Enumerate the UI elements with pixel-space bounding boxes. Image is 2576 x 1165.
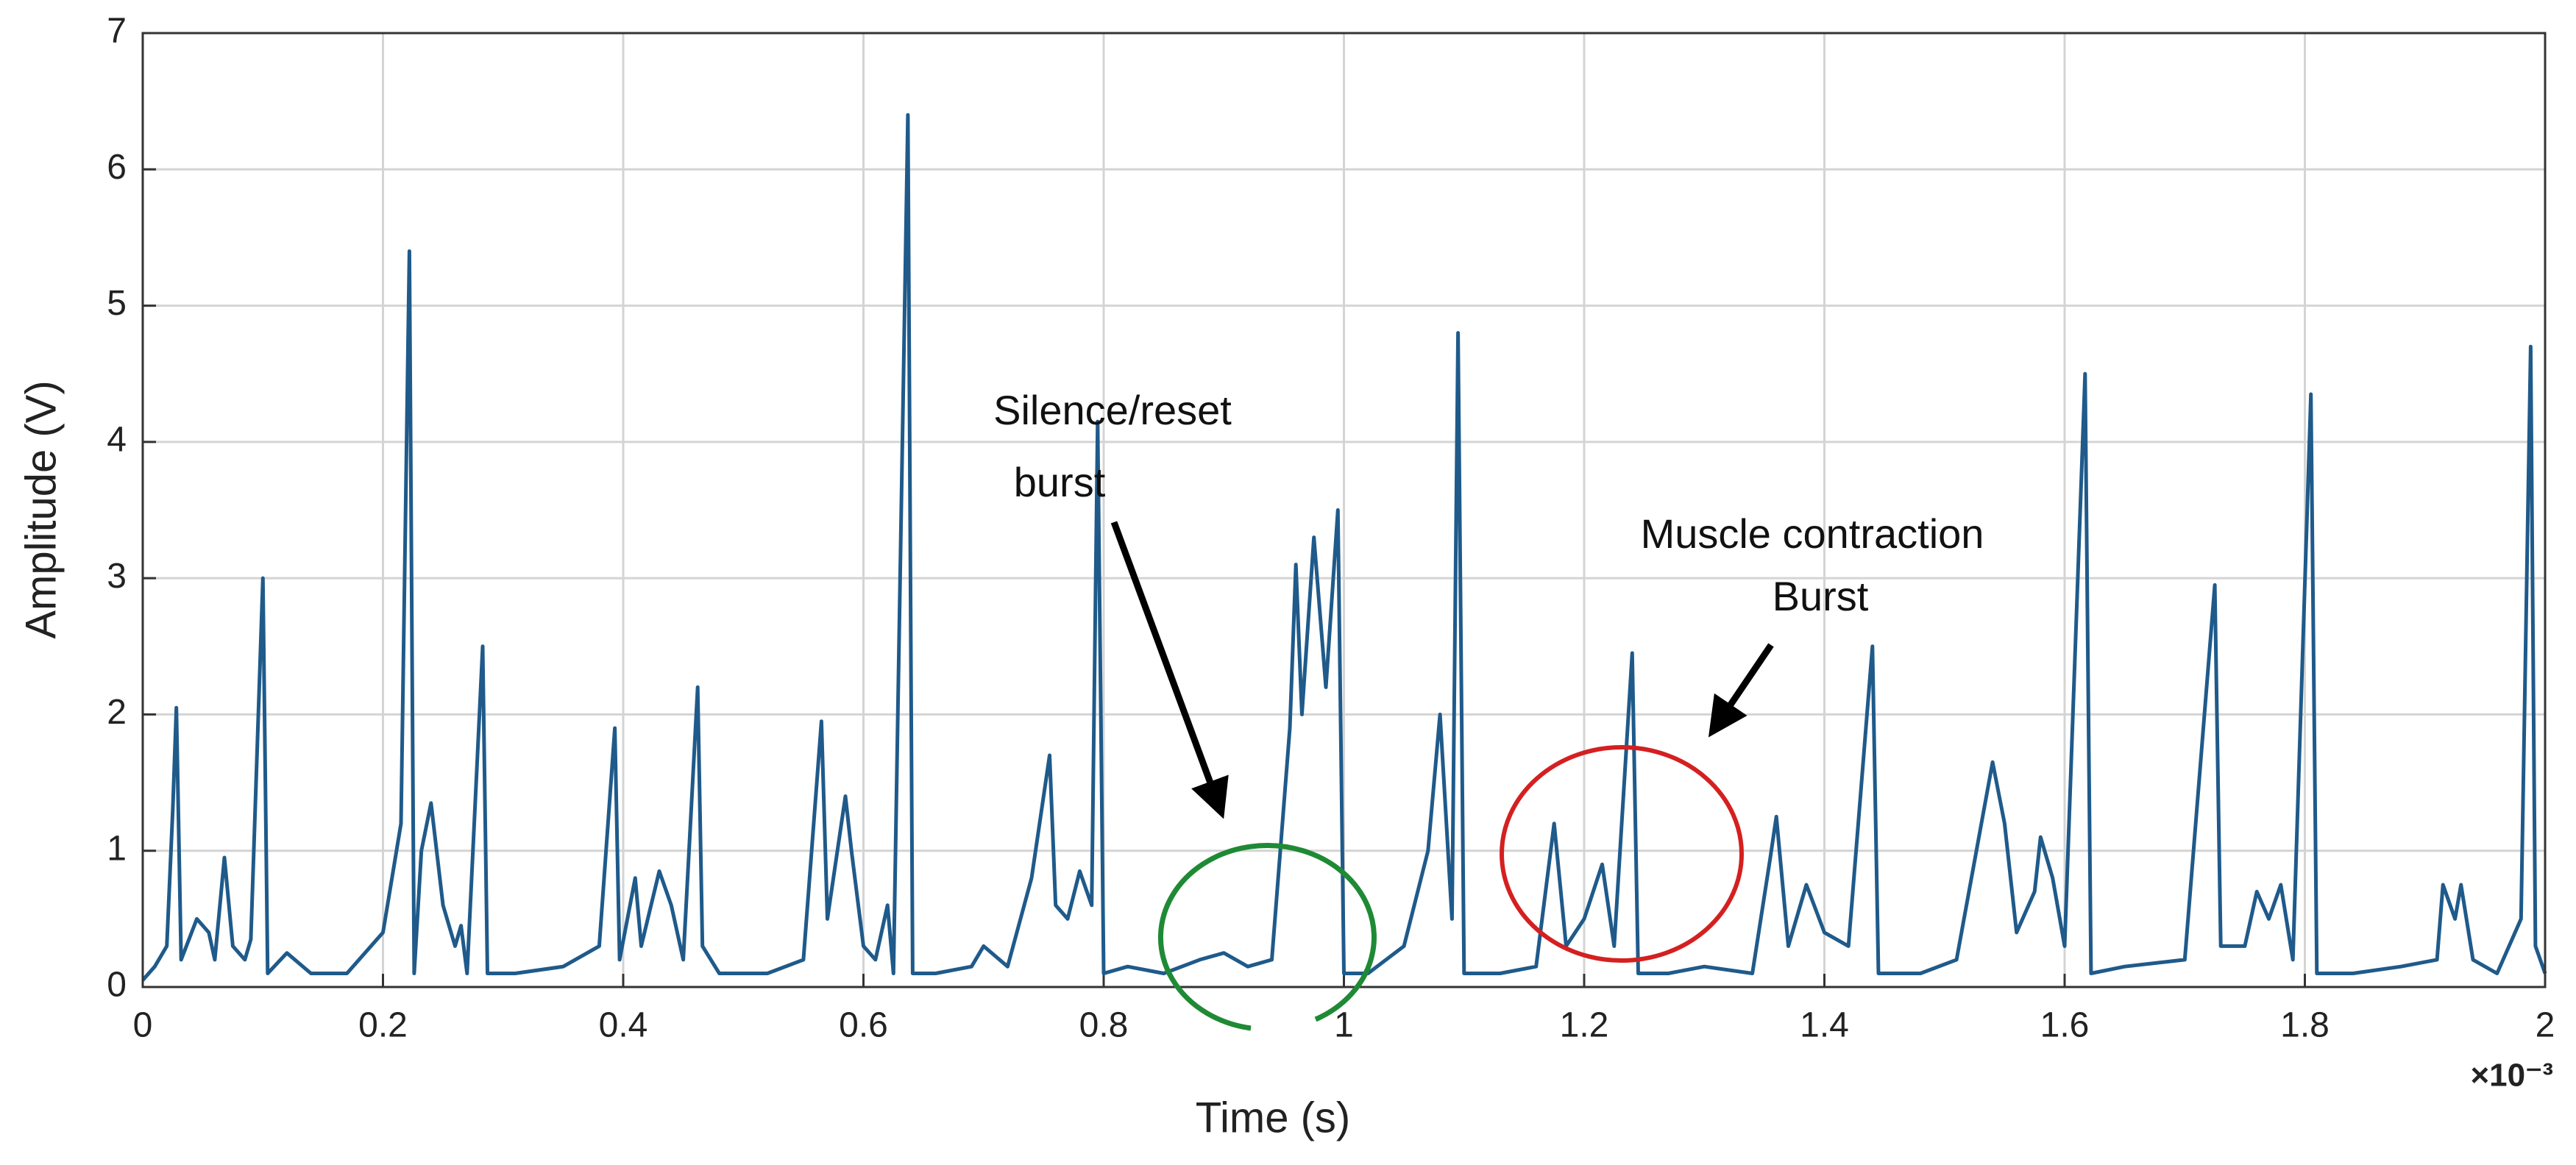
- annotation: burst: [1014, 459, 1106, 505]
- x-tick-label: 0: [133, 1006, 153, 1045]
- x-tick-label: 1.4: [1800, 1006, 1849, 1045]
- y-tick-label: 2: [107, 693, 127, 732]
- annotation: Silence/reset: [993, 387, 1232, 433]
- x-tick-label: 0.8: [1079, 1006, 1129, 1045]
- grid: [141, 32, 2547, 988]
- plot-frame: [141, 32, 2547, 988]
- x-tick-label: 0.6: [839, 1006, 888, 1045]
- y-tick-label: 7: [107, 12, 127, 51]
- x-multiplier: ×10⁻³: [2470, 1058, 2553, 1094]
- x-tick-label: 1.8: [2280, 1006, 2330, 1045]
- arrow: [1110, 521, 1229, 819]
- series-line: [141, 113, 2547, 982]
- y-tick-label: 6: [107, 148, 127, 187]
- x-tick-label: 1.2: [1560, 1006, 1609, 1045]
- x-tick-label: 1: [1334, 1006, 1354, 1045]
- circle-marker: [1158, 843, 1377, 1031]
- annotation: Burst: [1773, 573, 1869, 619]
- circle-marker: [1500, 745, 1744, 963]
- y-tick-label: 3: [107, 557, 127, 596]
- y-axis-label: Amplitude (V): [17, 380, 65, 638]
- y-tick-label: 0: [107, 966, 127, 1005]
- plot-area: [141, 113, 2547, 982]
- x-axis-label: Time (s): [1196, 1094, 1350, 1141]
- annotation: Muscle contraction: [1641, 510, 1984, 557]
- y-tick-label: 1: [107, 829, 127, 868]
- y-tick-label: 5: [107, 284, 127, 323]
- x-tick-label: 0.2: [358, 1006, 408, 1045]
- x-tick-label: 2: [2536, 1006, 2555, 1045]
- arrow: [1708, 643, 1774, 738]
- x-tick-label: 0.4: [599, 1006, 648, 1045]
- y-tick-label: 4: [107, 421, 127, 460]
- x-tick-label: 1.6: [2040, 1006, 2090, 1045]
